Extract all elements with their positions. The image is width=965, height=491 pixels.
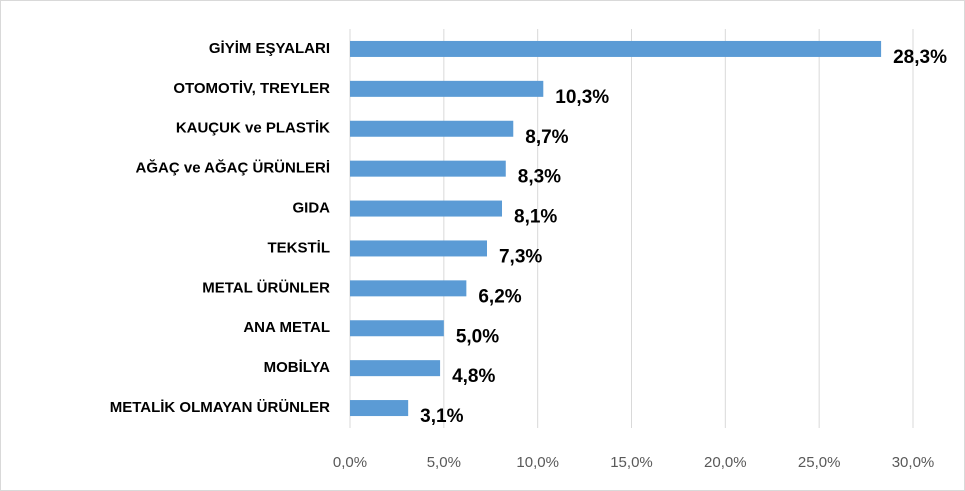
value-label: 5,0% [456,326,499,347]
y-tick-label: GIDA [293,200,331,217]
y-tick-label: GİYİM EŞYALARI [209,40,330,57]
y-tick-label: OTOMOTİV, TREYLER [173,80,330,97]
x-tick-label: 20,0% [704,454,747,471]
x-tick-label: 15,0% [610,454,653,471]
y-tick-label: METALİK OLMAYAN ÜRÜNLER [110,399,330,416]
bar [350,160,506,177]
bar [350,320,444,337]
y-tick-label: METAL ÜRÜNLER [202,279,330,296]
x-tick-label: 5,0% [427,454,461,471]
x-tick-label: 10,0% [516,454,559,471]
value-label: 3,1% [420,406,463,427]
y-tick-label: KAUÇUK ve PLASTİK [176,120,330,137]
bar [350,400,409,417]
x-tick-label: 25,0% [798,454,841,471]
bar [350,40,882,57]
value-label: 6,2% [478,286,521,307]
x-tick-label: 30,0% [892,454,935,471]
value-label: 7,3% [499,246,542,267]
y-tick-label: MOBİLYA [264,359,331,376]
bar [350,120,514,137]
value-label: 8,7% [525,127,568,148]
value-label: 8,1% [514,207,557,228]
bar [350,280,467,297]
bar [350,240,487,257]
y-tick-label: AĞAÇ ve AĞAÇ ÜRÜNLERİ [136,159,330,177]
y-tick-label: TEKSTİL [268,239,331,256]
bar [350,200,503,217]
value-label: 8,3% [518,167,561,188]
value-label: 28,3% [893,47,947,68]
bar [350,360,441,377]
value-label: 10,3% [555,87,609,108]
value-label: 4,8% [452,366,495,387]
bar [350,80,544,97]
x-tick-label: 0,0% [333,454,367,471]
y-tick-label: ANA METAL [243,319,330,336]
